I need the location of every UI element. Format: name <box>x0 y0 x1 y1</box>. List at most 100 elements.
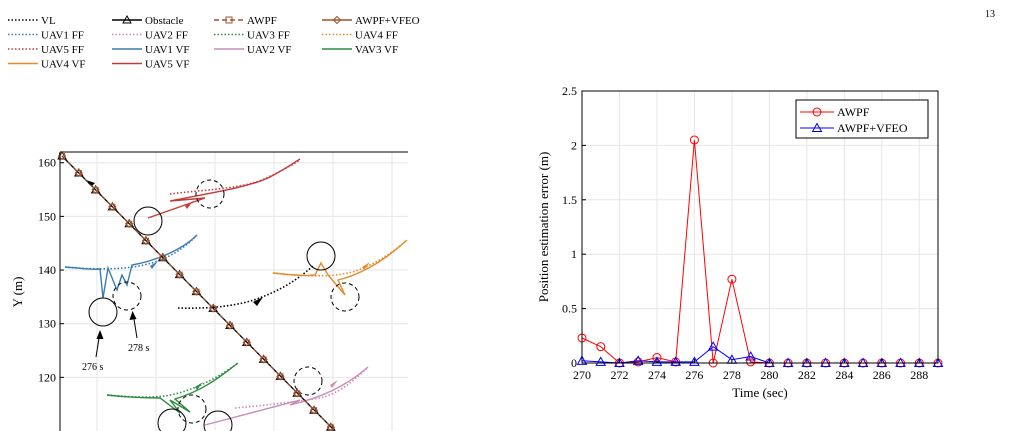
error-xtick-label-8: 286 <box>873 368 891 382</box>
uav1-ff-circle <box>112 281 142 311</box>
annotation-278s-arrowhead <box>129 311 137 320</box>
awpf-marker-13 <box>277 373 284 380</box>
uav5-vf-circle <box>133 206 163 236</box>
error-legend-label-1: AWPF+VFEO <box>837 121 908 135</box>
legend-label-1: Obstacle <box>145 15 184 27</box>
awpf-marker-15 <box>311 407 317 414</box>
trajectory-ytick-label-2: 140 <box>38 263 56 277</box>
uav2-ff-circle <box>293 366 323 396</box>
error-point-1-1 <box>595 356 607 366</box>
legend-label-12: UAV4 VF <box>41 59 86 71</box>
legend-label-0: VL <box>41 15 56 27</box>
uav1-arrow <box>150 261 158 269</box>
error-series-line-0 <box>581 139 938 364</box>
uav2-vf-circle <box>203 410 233 431</box>
uav4-vf-trajectory <box>272 239 408 296</box>
uav1-ff-trajectory <box>64 234 198 270</box>
error-point-1-9 <box>745 350 756 361</box>
legend-label-6: UAV3 FF <box>247 30 290 42</box>
error-xtick-label-1: 272 <box>610 368 628 382</box>
error-chart: 270 272 274 276 278 280 282 284 286 288 0 0.5 1 1.5 2 2… <box>536 84 944 400</box>
legend-marker-2 <box>225 16 233 24</box>
legend-label-5: UAV2 FF <box>145 30 188 42</box>
error-ytick-label-0: 0 <box>571 356 577 370</box>
uav4-arrow <box>362 262 370 270</box>
awpf-marker-7 <box>176 271 183 278</box>
error-xtick-label-4: 278 <box>723 368 741 382</box>
awpf-marker-4 <box>126 220 133 227</box>
error-point-1-3 <box>632 355 644 365</box>
uav4-ff-circle <box>330 282 360 312</box>
error-point-0-8 <box>727 274 737 284</box>
error-point-1-0 <box>576 355 588 365</box>
error-xtick-label-9: 288 <box>910 368 928 382</box>
awpf-marker-8 <box>193 288 200 295</box>
error-point-0-3 <box>633 357 643 367</box>
error-xtick-label-0: 270 <box>573 368 591 382</box>
error-point-0-1 <box>596 342 606 352</box>
legend-label-11: VAV3 VF <box>355 44 398 56</box>
awpf-marker-9 <box>210 305 217 312</box>
uav5-ff-circle <box>195 179 225 209</box>
uav3-arrow <box>195 382 203 390</box>
trajectory-ytick-label-1: 150 <box>38 209 56 223</box>
awpf-marker-10 <box>227 322 233 329</box>
trajectory-ytick-label-0: 160 <box>38 156 56 170</box>
error-xtick-label-6: 282 <box>798 368 816 382</box>
annotation-276s-arrowhead <box>96 330 104 339</box>
legend-marker-1 <box>122 14 132 24</box>
error-xtick-label-7: 284 <box>835 368 853 382</box>
uav1-vf-circle <box>88 297 118 327</box>
uav-position-circles <box>88 179 360 431</box>
awpf-marker-14 <box>294 390 301 397</box>
awpf-marker-6 <box>159 254 166 261</box>
error-xtick-label-5: 280 <box>760 368 778 382</box>
error-legend: AWPF AWPF+VFEO <box>795 99 929 139</box>
trajectory-axes: 160 150 140 130 120 Y (m) <box>10 151 408 431</box>
error-ytick-label-3: 1.5 <box>562 193 577 207</box>
annotation-276s: 276 s <box>82 362 104 373</box>
legend-marker-3 <box>332 15 342 25</box>
error-ytick-label-1: 0.5 <box>562 302 577 316</box>
legend-label-7: UAV4 FF <box>355 30 398 42</box>
uav4-vf-circle <box>306 241 336 271</box>
trajectory-legend: VL Obstacle AWPF AWPF+VFEO UAV1 FF UAV2 FF UAV… <box>8 14 420 71</box>
legend-label-9: UAV1 VF <box>145 44 190 56</box>
uav2-vf-trajectory <box>204 366 369 426</box>
uav2-arrow <box>330 380 338 388</box>
uav3-ff-trajectory <box>106 362 239 398</box>
awpf-marker-3 <box>109 203 116 210</box>
awpf-marker-12 <box>260 356 267 363</box>
error-point-0-6 <box>689 135 699 145</box>
uav1-vf-trajectory <box>64 234 198 299</box>
awpf-marker-1 <box>75 169 82 176</box>
trajectory-grid <box>60 152 408 431</box>
error-point-1-5 <box>670 356 682 366</box>
trajectory-ylabel: Y (m) <box>10 277 25 308</box>
legend-label-13: UAV5 VF <box>145 59 190 71</box>
trajectory-chart: VL Obstacle AWPF AWPF+VFEO UAV1 FF UAV2 FF UAV… <box>8 14 420 431</box>
obstacle-direction-arrow <box>86 180 95 186</box>
time-annotations: 276 s 278 s <box>82 311 150 373</box>
annotation-278s: 278 s <box>128 343 150 354</box>
error-ylabel: Position estimation error (m) <box>536 152 551 303</box>
error-point-1-4 <box>651 356 663 366</box>
error-xtick-label-3: 276 <box>685 368 703 382</box>
error-xtick-label-2: 274 <box>648 368 666 382</box>
vl-trajectory <box>177 265 314 309</box>
error-legend-label-0: AWPF <box>837 105 870 119</box>
error-point-1-6 <box>689 356 700 366</box>
uav3-vf-trajectory <box>106 362 239 414</box>
trajectory-paths <box>64 158 408 426</box>
error-ytick-label-2: 1 <box>571 247 577 261</box>
legend-label-2: AWPF <box>247 15 277 27</box>
error-ytick-label-5: 2.5 <box>562 84 577 98</box>
vl-arrow <box>253 297 263 306</box>
page-number: 13 <box>985 9 995 20</box>
error-series <box>576 135 944 368</box>
error-ytick-label-4: 2 <box>571 138 577 152</box>
uav5-vf-trajectory <box>147 158 301 219</box>
uav3-vf-circle <box>157 408 187 431</box>
error-legend-marker-1 <box>811 122 823 132</box>
